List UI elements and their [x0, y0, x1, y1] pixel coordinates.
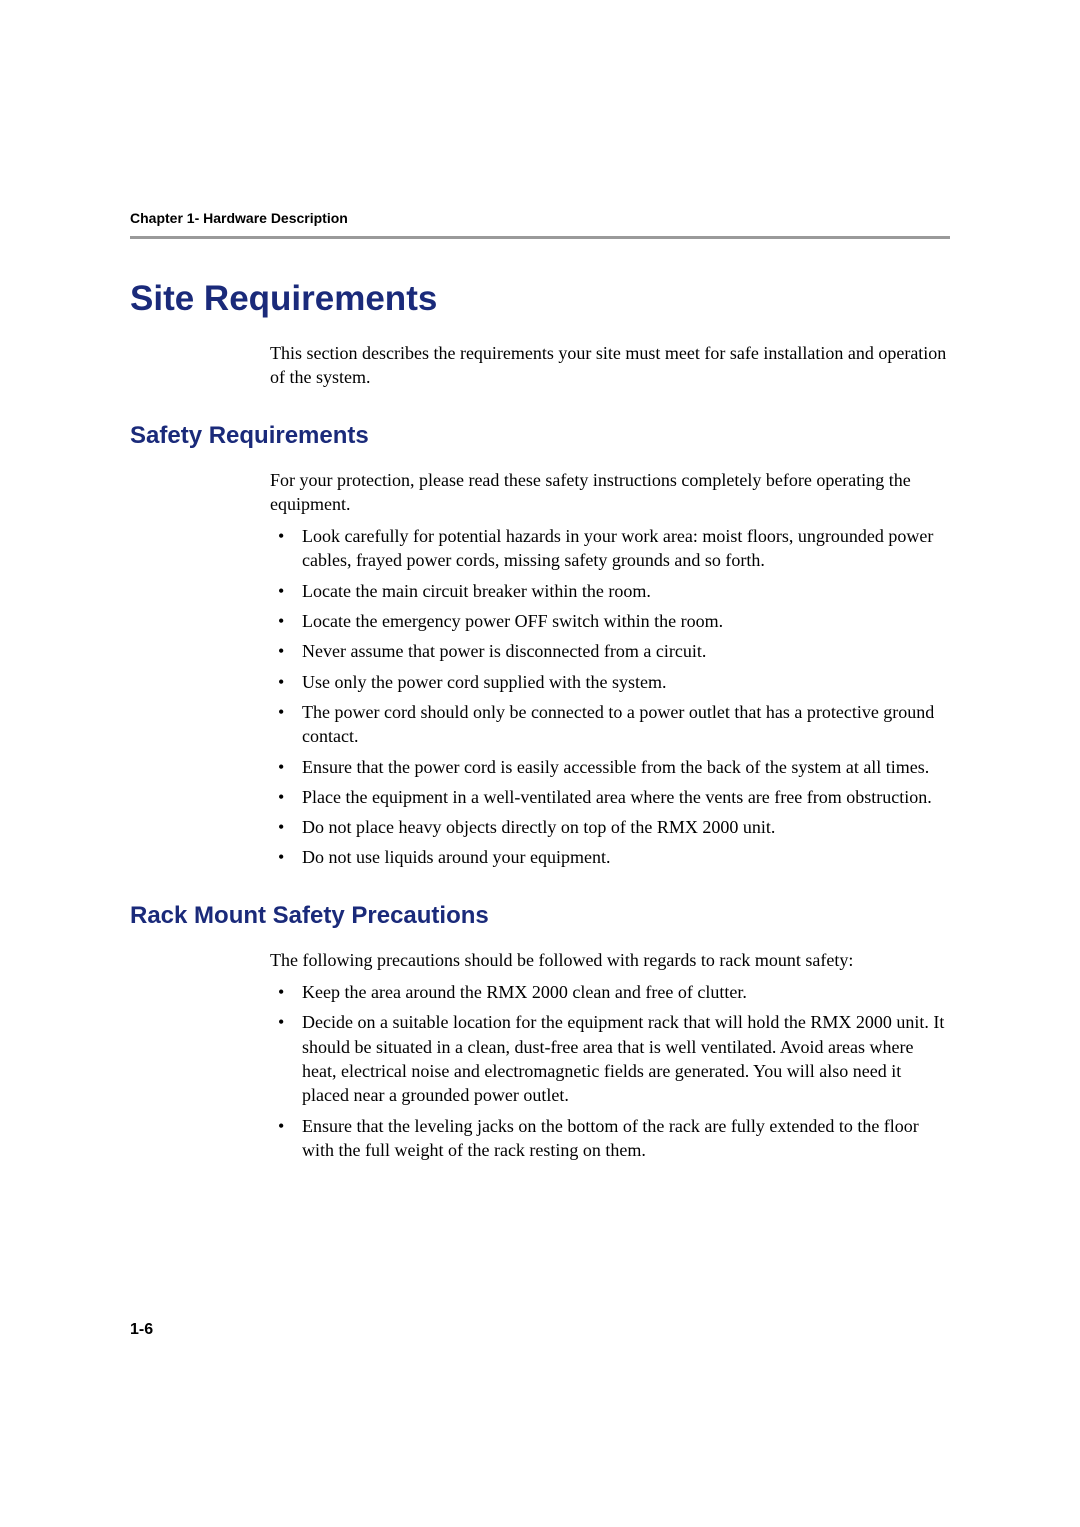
safety-heading: Safety Requirements	[130, 422, 950, 450]
page-title: Site Requirements	[130, 279, 950, 319]
rack-heading: Rack Mount Safety Precautions	[130, 902, 950, 930]
list-item: Ensure that the leveling jacks on the bo…	[270, 1114, 950, 1163]
rack-intro: The following precautions should be foll…	[270, 948, 950, 972]
list-item: Do not place heavy objects directly on t…	[270, 815, 950, 839]
list-item: Ensure that the power cord is easily acc…	[270, 755, 950, 779]
list-item: Locate the main circuit breaker within t…	[270, 579, 950, 603]
list-item: Do not use liquids around your equipment…	[270, 845, 950, 869]
list-item: Use only the power cord supplied with th…	[270, 670, 950, 694]
list-item: Place the equipment in a well-ventilated…	[270, 785, 950, 809]
intro-block: This section describes the requirements …	[270, 341, 950, 390]
rack-list: Keep the area around the RMX 2000 clean …	[270, 980, 950, 1162]
list-item: Keep the area around the RMX 2000 clean …	[270, 980, 950, 1004]
list-item: Locate the emergency power OFF switch wi…	[270, 609, 950, 633]
safety-block: For your protection, please read these s…	[270, 468, 950, 870]
safety-intro: For your protection, please read these s…	[270, 468, 950, 517]
intro-paragraph: This section describes the requirements …	[270, 341, 950, 390]
list-item: Decide on a suitable location for the eq…	[270, 1010, 950, 1107]
list-item: The power cord should only be connected …	[270, 700, 950, 749]
rack-block: The following precautions should be foll…	[270, 948, 950, 1162]
list-item: Look carefully for potential hazards in …	[270, 524, 950, 573]
list-item: Never assume that power is disconnected …	[270, 639, 950, 663]
document-page: Chapter 1- Hardware Description Site Req…	[0, 0, 1080, 1228]
safety-list: Look carefully for potential hazards in …	[270, 524, 950, 870]
header-rule	[130, 236, 950, 239]
running-header: Chapter 1- Hardware Description	[130, 210, 950, 226]
page-number: 1-6	[130, 1321, 153, 1339]
